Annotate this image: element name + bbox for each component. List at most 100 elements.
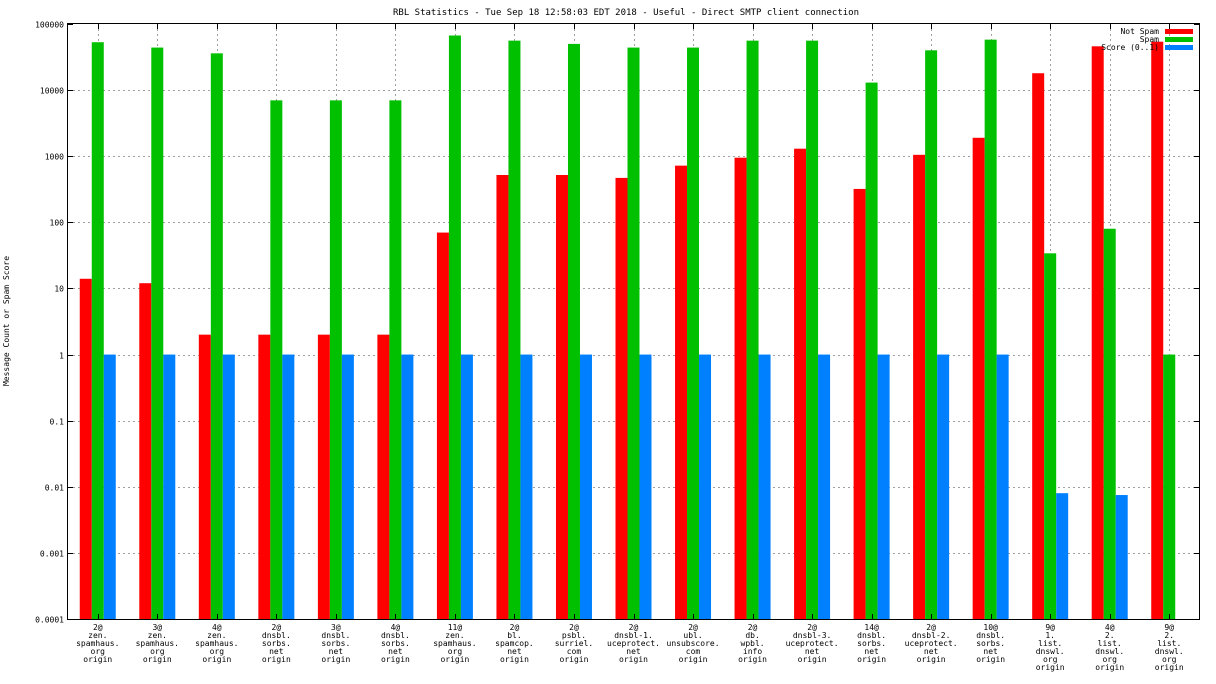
legend-swatch [1165, 45, 1193, 50]
x-category-label: uceprotect. [607, 639, 660, 648]
bar-score-0-1 [103, 354, 116, 619]
x-category-label: org [1162, 655, 1177, 664]
bar-spam [687, 47, 700, 620]
x-category-label: net [626, 647, 641, 656]
x-category-label: 4@ [391, 623, 401, 632]
x-category-label: org [150, 647, 165, 656]
x-category-label: origin [619, 655, 648, 664]
y-tick-label: 0.001 [40, 550, 64, 559]
x-category-label: origin [560, 655, 589, 664]
bar-score-0-1 [937, 354, 950, 619]
x-category-label: 9@ [1045, 623, 1055, 632]
legend-label: Not Spam [1120, 27, 1159, 36]
legend-label: Spam [1140, 35, 1159, 44]
y-tick-label: 0.1 [50, 418, 65, 427]
y-tick-layer: 0.0001 0.001 0.01 0.1 1 10 100 1000 10000 100000 [35, 21, 1199, 625]
x-category-label: sorbs. [976, 639, 1005, 648]
x-category-label: 2@ [629, 623, 639, 632]
bar-score-0-1 [520, 354, 533, 619]
x-category-label: list. [1098, 639, 1122, 648]
bar-spam [984, 39, 997, 620]
x-category-label: 9@ [1164, 623, 1174, 632]
y-tick-label: 0.0001 [35, 616, 64, 625]
x-category-label: net [983, 647, 998, 656]
bar-layer [79, 35, 1176, 620]
bar-spam [91, 42, 104, 619]
x-category-label: ubl. [683, 631, 702, 640]
bar-not-spam [794, 148, 807, 619]
y-tick-label: 1 [59, 352, 64, 361]
bar-score-0-1 [1056, 493, 1069, 619]
x-category-label: origin [143, 655, 172, 664]
bar-score-0-1 [579, 354, 592, 619]
x-category-label: 2@ [688, 623, 698, 632]
y-tick-label: 10 [54, 285, 64, 294]
bar-spam [508, 40, 521, 619]
x-category-label: unsubscore. [667, 639, 720, 648]
x-category-label: origin [381, 655, 410, 664]
x-category-label: org [210, 647, 225, 656]
bar-not-spam [258, 334, 271, 619]
x-category-layer: 2@zen.spamhaus.orgorigin3@zen.spamhaus.o… [76, 623, 1184, 672]
x-category-label: spamhaus. [76, 639, 119, 648]
bar-not-spam [1091, 46, 1104, 619]
x-category-label: info [743, 647, 762, 656]
x-category-label: dnsbl. [381, 631, 410, 640]
bar-score-0-1 [758, 354, 771, 619]
bar-spam [1103, 228, 1116, 619]
bar-spam [865, 82, 878, 619]
x-category-label: origin [1095, 663, 1124, 672]
x-category-label: dnsbl-3. [793, 631, 832, 640]
x-category-label: dnsbl. [321, 631, 350, 640]
chart-title: RBL Statistics - Tue Sep 18 12:58:03 EDT… [393, 8, 859, 18]
x-category-label: spamcop. [495, 639, 534, 648]
x-category-label: dnsbl. [976, 631, 1005, 640]
x-category-label: wpbl. [741, 639, 765, 648]
x-category-label: com [686, 647, 701, 656]
bar-score-0-1 [341, 354, 354, 619]
x-category-label: 3@ [331, 623, 341, 632]
x-category-label: uceprotect. [905, 639, 958, 648]
bar-score-0-1 [699, 354, 712, 619]
bar-not-spam [1032, 73, 1045, 620]
x-category-label: spamhaus. [433, 639, 476, 648]
bar-not-spam [913, 154, 926, 619]
x-category-label: 2@ [748, 623, 758, 632]
bar-not-spam [675, 165, 688, 620]
x-category-label: origin [321, 655, 350, 664]
bar-spam [567, 43, 580, 619]
x-category-label: 4@ [1105, 623, 1115, 632]
x-category-label: net [388, 647, 403, 656]
x-category-label: zen. [445, 631, 464, 640]
x-category-label: zen. [148, 631, 167, 640]
bar-not-spam [972, 137, 985, 619]
x-category-label: origin [679, 655, 708, 664]
legend-swatch [1165, 29, 1193, 34]
y-tick-label: 100000 [35, 21, 64, 30]
bar-score-0-1 [1115, 495, 1128, 619]
x-category-label: net [507, 647, 522, 656]
x-category-label: origin [262, 655, 291, 664]
x-category-label: origin [500, 655, 529, 664]
legend-label: Score (0..1) [1101, 43, 1159, 52]
bar-spam [627, 47, 640, 620]
x-category-label: org [91, 647, 106, 656]
y-tick-label: 1000 [45, 153, 64, 162]
bar-not-spam [198, 334, 211, 619]
x-category-label: origin [798, 655, 827, 664]
bar-spam [806, 40, 819, 619]
x-category-label: sorbs. [262, 639, 291, 648]
bar-not-spam [496, 174, 509, 619]
x-category-label: 2. [1105, 631, 1115, 640]
bar-score-0-1 [163, 354, 176, 619]
x-category-label: psbl. [562, 631, 586, 640]
x-category-label: 10@ [983, 623, 998, 632]
bar-score-0-1 [996, 354, 1009, 619]
x-category-label: spamhaus. [195, 639, 238, 648]
x-category-label: dnsbl. [262, 631, 291, 640]
x-category-label: zen. [207, 631, 226, 640]
bar-spam [746, 40, 759, 619]
